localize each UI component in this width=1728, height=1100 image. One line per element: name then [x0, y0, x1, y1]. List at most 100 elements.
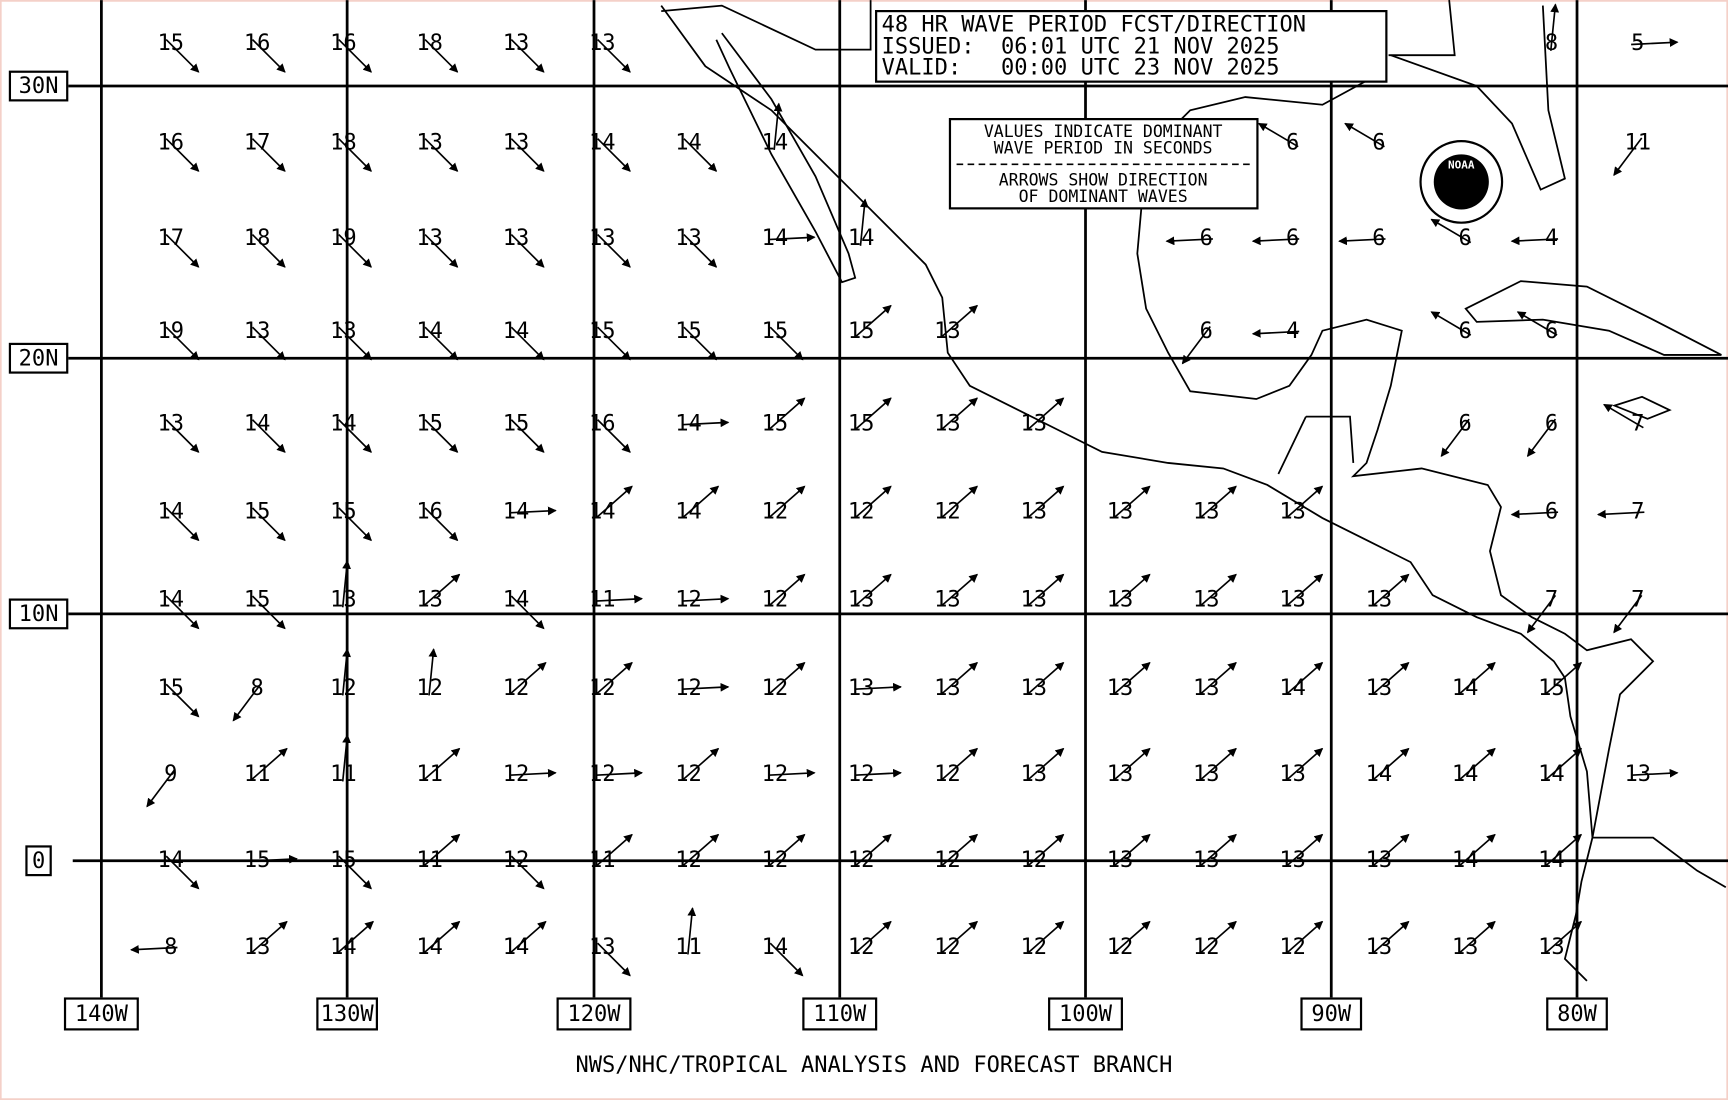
- wave-period: 4: [1545, 226, 1558, 251]
- wave-period: 6: [1459, 411, 1472, 436]
- wave-period: 13: [1452, 935, 1479, 960]
- wave-arrow: [509, 506, 557, 516]
- wave-period: 8: [1545, 31, 1558, 56]
- wave-period: 13: [1366, 935, 1393, 960]
- wave-arrow: [941, 573, 979, 606]
- lat-label-box: [8, 598, 69, 630]
- wave-period: 12: [503, 676, 530, 701]
- wave-period: 12: [1279, 935, 1306, 960]
- wave-arrow: [165, 595, 200, 630]
- wave-period: 12: [934, 762, 961, 787]
- lon-label: 100W: [1059, 1002, 1113, 1027]
- wave-period: 7: [1631, 588, 1644, 613]
- wave-period: 13: [1193, 588, 1220, 613]
- wave-arrow: [941, 833, 979, 866]
- wave-arrow: [1516, 311, 1558, 336]
- wave-arrow: [597, 942, 631, 977]
- wave-period: 19: [330, 226, 357, 251]
- wave-period: 13: [1107, 676, 1134, 701]
- wave-period: 12: [848, 848, 875, 873]
- wave-period: 6: [1545, 411, 1558, 436]
- wave-arrow: [165, 507, 200, 542]
- wave-arrow: [251, 234, 286, 268]
- wave-arrow: [1545, 661, 1583, 694]
- wave-arrow: [855, 485, 892, 518]
- wave-period: 14: [158, 848, 185, 873]
- wave-arrow: [146, 769, 176, 808]
- wave-period: 6: [1459, 226, 1472, 251]
- wave-grid: 15 16 16 18 13 13 8 5 16 17 18 13 13 14 14 14 6 6 11 17 18 19…: [130, 3, 1679, 977]
- wave-arrow: [510, 326, 545, 361]
- wave-arrow: [1028, 833, 1065, 866]
- wave-arrow: [773, 102, 783, 151]
- wave-arrow: [597, 138, 631, 172]
- wave-period: 14: [1538, 848, 1565, 873]
- wave-period: 12: [762, 588, 789, 613]
- wave-period: 12: [675, 848, 702, 873]
- wave-period: 14: [762, 226, 789, 251]
- wave-arrow: [1257, 122, 1299, 148]
- wave-period: 14: [675, 500, 702, 525]
- wave-period: 16: [330, 31, 357, 56]
- lon-label-box: [556, 997, 632, 1031]
- wave-arrow: [1459, 833, 1496, 866]
- wave-arrow: [1545, 920, 1583, 953]
- wave-period: 12: [762, 762, 789, 787]
- wave-period: 13: [934, 676, 961, 701]
- wave-arrow: [1287, 485, 1324, 518]
- wave-period: 4: [1286, 319, 1299, 344]
- lon-label-box: [802, 997, 878, 1031]
- wave-arrow: [1028, 397, 1065, 430]
- wave-period: 12: [934, 935, 961, 960]
- wave-arrow: [251, 419, 286, 453]
- wave-period: 13: [244, 319, 271, 344]
- wave-period: 9: [164, 762, 177, 787]
- header-line: ISSUED: 06:01 UTC 21 NOV 2025: [882, 34, 1280, 59]
- wave-period: 12: [1193, 935, 1220, 960]
- wave-arrow: [1631, 768, 1679, 778]
- wave-period: 14: [675, 130, 702, 155]
- wave-period: 12: [848, 935, 875, 960]
- wave-period: 13: [848, 588, 875, 613]
- wave-period: 13: [1538, 935, 1565, 960]
- wave-period: 14: [158, 588, 185, 613]
- wave-period: 13: [675, 226, 702, 251]
- wave-arrow: [424, 234, 459, 268]
- wave-period: 15: [848, 319, 875, 344]
- wave-period: 16: [158, 130, 185, 155]
- wave-arrow: [341, 734, 351, 782]
- lon-label-box: [1300, 997, 1363, 1031]
- wave-period: 12: [934, 500, 961, 525]
- wave-arrow: [1545, 833, 1583, 866]
- wave-arrow: [683, 138, 718, 172]
- lon-label: 120W: [567, 1002, 621, 1027]
- wave-arrow: [1114, 661, 1151, 694]
- wave-period: 12: [762, 500, 789, 525]
- wave-period: 13: [158, 411, 185, 436]
- wave-arrow: [251, 920, 288, 953]
- wave-period: 6: [1286, 130, 1299, 155]
- wave-period: 15: [330, 848, 357, 873]
- footer: NWS/NHC/TROPICAL ANALYSIS AND FORECAST B…: [575, 1053, 1172, 1078]
- wave-arrow: [165, 419, 200, 453]
- wave-arrow: [1165, 236, 1213, 246]
- wave-period: 13: [589, 31, 616, 56]
- wave-arrow: [338, 234, 372, 268]
- header-line: 48 HR WAVE PERIOD FCST/DIRECTION: [882, 12, 1306, 37]
- wave-period: 16: [589, 411, 616, 436]
- wave-period: 14: [158, 500, 185, 525]
- wave-arrow: [1373, 833, 1410, 866]
- wave-period: 15: [158, 676, 185, 701]
- wave-period: 8: [164, 935, 177, 960]
- wave-arrow: [1549, 3, 1560, 51]
- wave-period: 12: [1107, 935, 1134, 960]
- wave-period: 15: [330, 500, 357, 525]
- wave-arrow: [250, 854, 298, 864]
- noaa-logo: NOAA: [1419, 140, 1504, 224]
- wave-arrow: [1287, 920, 1324, 953]
- wave-arrow: [596, 833, 633, 866]
- lat-label: 20N: [19, 346, 59, 371]
- wave-arrow: [165, 326, 200, 361]
- wave-period: 14: [1452, 676, 1479, 701]
- wave-period: 12: [934, 848, 961, 873]
